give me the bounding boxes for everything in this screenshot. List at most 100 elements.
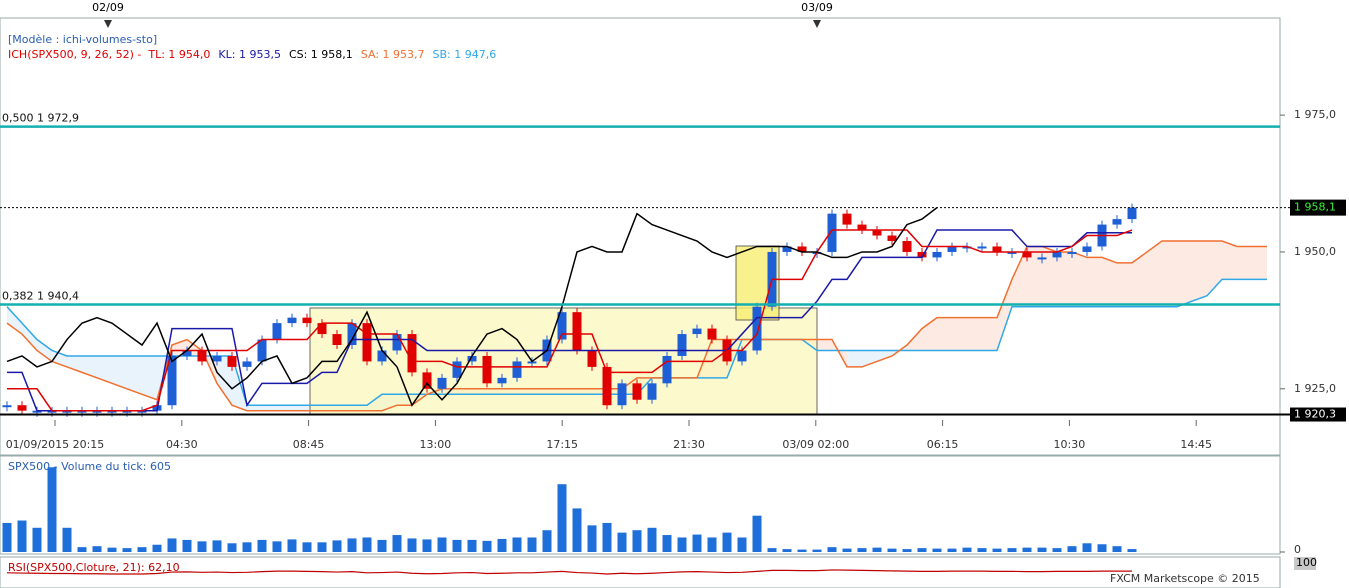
candle — [1022, 251, 1032, 258]
cloud-segment — [1042, 246, 1057, 307]
cloud-segment — [127, 355, 142, 395]
candle — [647, 383, 657, 400]
cloud-segment — [817, 339, 832, 351]
candle — [2, 405, 12, 408]
cloud-segment — [292, 405, 307, 411]
volume-bar — [1112, 546, 1122, 552]
candle — [782, 246, 792, 252]
cloud-segment — [1117, 262, 1132, 307]
volume-bar — [917, 548, 927, 552]
indicator-line — [7, 229, 1133, 412]
cloud-segment — [1207, 241, 1222, 296]
candle — [527, 361, 537, 364]
candle — [212, 355, 222, 362]
cloud-segment — [1162, 241, 1177, 307]
legend-entry: SB: 1 947,6 — [433, 48, 497, 61]
volume-bar — [512, 537, 522, 552]
volume-bar — [332, 540, 342, 552]
candle — [662, 355, 672, 384]
volume-bar — [32, 527, 42, 552]
candle — [137, 410, 147, 413]
cloud-segment — [1132, 251, 1147, 307]
volume-bar — [287, 539, 297, 552]
volume-bar — [692, 534, 702, 552]
candle — [257, 339, 267, 362]
volume-bar — [797, 549, 807, 552]
x-tick-label: 04:30 — [166, 438, 198, 451]
candle — [752, 306, 762, 351]
price-area — [2, 203, 1267, 417]
candle — [62, 410, 72, 413]
candle — [227, 355, 237, 367]
y-tick-label: 1 975,0 — [1294, 108, 1336, 121]
cloud-segment — [82, 355, 97, 378]
candle — [422, 372, 432, 389]
candle — [122, 410, 132, 413]
volume-bar — [527, 537, 537, 552]
candle — [407, 334, 417, 373]
volume-bar — [302, 542, 312, 552]
candle — [692, 328, 702, 335]
volume-bar — [347, 538, 357, 552]
volume-bar — [467, 539, 477, 552]
volume-bar — [722, 532, 732, 552]
legend-entry: TL: 1 954,0 — [147, 48, 210, 61]
cloud-segment — [967, 317, 982, 351]
candle — [1112, 219, 1122, 225]
candle — [197, 350, 207, 362]
candle — [827, 213, 837, 252]
cloud-segment — [877, 350, 892, 362]
volume-bar — [17, 520, 27, 552]
candle — [32, 410, 42, 413]
volume-bar — [62, 527, 72, 552]
volume-bar — [212, 540, 222, 552]
volume-bar — [362, 537, 372, 552]
cloud-segment — [1237, 246, 1252, 280]
volume-bar — [542, 530, 552, 552]
candle — [377, 350, 387, 362]
indicator-line — [7, 229, 1132, 412]
candle — [587, 350, 597, 367]
rsi-tick-label: 100 — [1296, 556, 1317, 569]
cloud-segment — [22, 323, 37, 351]
cloud-segment — [247, 405, 262, 411]
cloud-segment — [262, 405, 277, 411]
candle — [992, 246, 1002, 252]
volume-bar — [737, 537, 747, 552]
candle — [947, 246, 957, 252]
x-tick-label: 01/09/2015 20:15 — [6, 438, 105, 451]
legend-entry: SA: 1 953,7 — [361, 48, 425, 61]
volume-bar — [482, 540, 492, 552]
candle — [332, 334, 342, 346]
volume-bar — [1127, 549, 1137, 552]
volume-bar — [977, 548, 987, 552]
volume-bar — [707, 537, 717, 552]
footer: FXCM Marketscope © 2015 — [1110, 572, 1260, 585]
volume-bar — [947, 548, 957, 552]
volume-bar — [77, 547, 87, 552]
candle — [1052, 251, 1062, 258]
volume-bar — [827, 547, 837, 552]
overlay: 1 975,0 1 950,0 1 925,0 01/09/2015 20:15 04:… — [0, 108, 1346, 451]
candle — [977, 246, 987, 249]
volume-bar — [437, 537, 447, 552]
volume-bar — [857, 548, 867, 552]
volume-bar — [812, 549, 822, 552]
volume-bar — [752, 515, 762, 552]
candle — [467, 355, 477, 362]
candle — [1082, 246, 1092, 252]
volume-bar — [152, 544, 162, 552]
x-tick-label: 08:45 — [293, 438, 325, 451]
cloud-segment — [1252, 246, 1267, 280]
cloud-segment — [997, 279, 1012, 351]
volume-bar — [587, 525, 597, 552]
cloud-segment — [937, 317, 952, 351]
candle — [557, 312, 567, 340]
volume-bar — [497, 538, 507, 552]
candle — [242, 361, 252, 367]
legend-entry: KL: 1 953,5 — [218, 48, 281, 61]
volume-bar — [182, 539, 192, 552]
x-tick-label: 17:15 — [546, 438, 578, 451]
